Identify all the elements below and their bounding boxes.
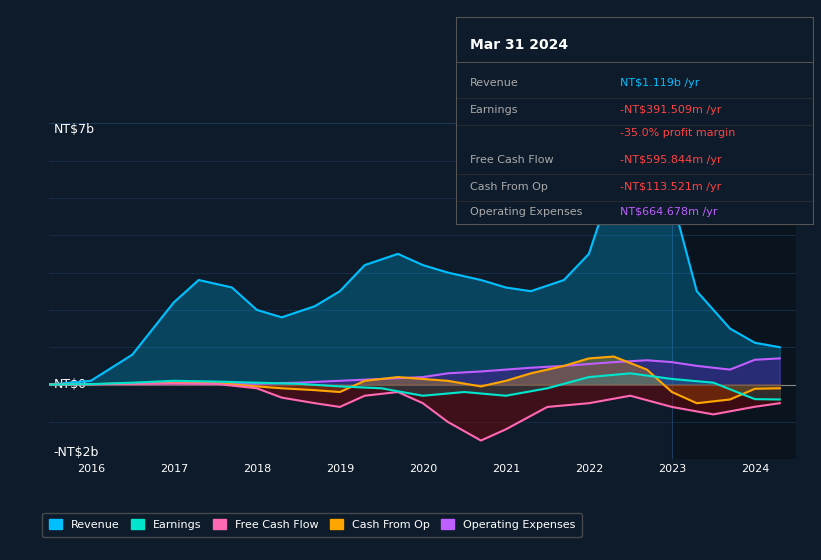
Text: -NT$113.521m /yr: -NT$113.521m /yr — [620, 181, 721, 192]
Text: NT$1.119b /yr: NT$1.119b /yr — [620, 78, 699, 88]
Text: Operating Expenses: Operating Expenses — [470, 207, 582, 217]
Text: NT$7b: NT$7b — [53, 123, 94, 136]
Text: Mar 31 2024: Mar 31 2024 — [470, 38, 568, 52]
Text: Cash From Op: Cash From Op — [470, 181, 548, 192]
Text: NT$664.678m /yr: NT$664.678m /yr — [620, 207, 718, 217]
Text: Revenue: Revenue — [470, 78, 519, 88]
Text: NT$0: NT$0 — [53, 378, 86, 391]
Text: -NT$595.844m /yr: -NT$595.844m /yr — [620, 155, 722, 165]
Text: -NT$2b: -NT$2b — [53, 446, 99, 459]
Text: -NT$391.509m /yr: -NT$391.509m /yr — [620, 105, 722, 115]
Text: Free Cash Flow: Free Cash Flow — [470, 155, 553, 165]
Text: -35.0% profit margin: -35.0% profit margin — [620, 128, 736, 138]
Text: Earnings: Earnings — [470, 105, 518, 115]
Legend: Revenue, Earnings, Free Cash Flow, Cash From Op, Operating Expenses: Revenue, Earnings, Free Cash Flow, Cash … — [42, 512, 582, 537]
Bar — [672, 123, 796, 459]
